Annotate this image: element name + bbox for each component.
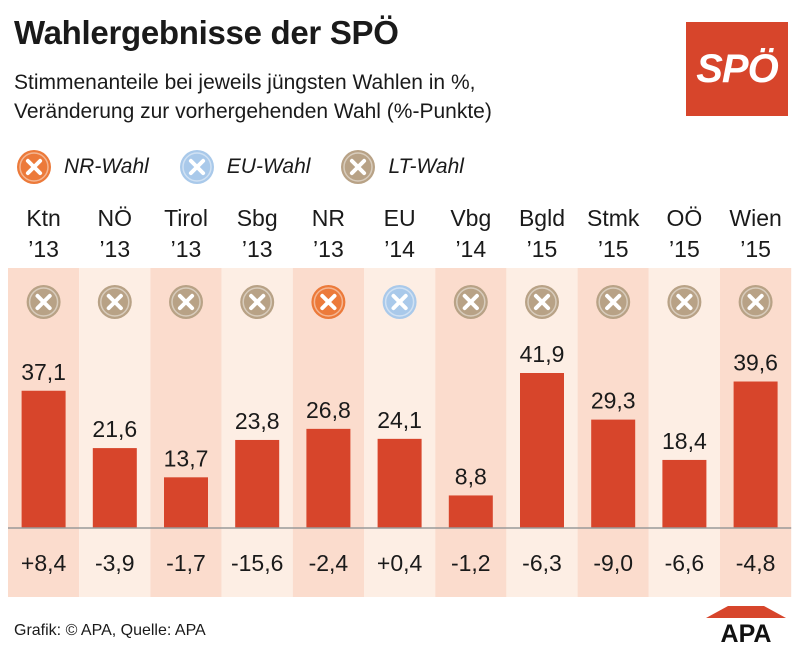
x-tick-label: Vbg	[450, 205, 491, 231]
change-label: -6,6	[665, 550, 705, 576]
bar	[21, 390, 66, 528]
legend-item-lt: LT-Wahl	[340, 149, 464, 185]
bar	[591, 419, 636, 528]
column-band	[364, 268, 436, 597]
bar-value-label: 37,1	[21, 359, 66, 385]
column-band	[435, 268, 507, 597]
x-tick-label: Bgld	[519, 205, 565, 231]
bar-value-label: 13,7	[164, 445, 209, 471]
x-tick-year: ’15	[740, 236, 771, 262]
bar-value-label: 18,4	[662, 428, 707, 454]
apa-logo-text: APA	[721, 620, 772, 644]
x-tick-label: Sbg	[237, 205, 278, 231]
change-label: -15,6	[231, 550, 283, 576]
legend-label-eu: EU-Wahl	[226, 155, 311, 178]
x-circle-blue-icon	[179, 149, 215, 185]
election-type-icon	[667, 285, 702, 319]
x-tick-year: ’15	[669, 236, 700, 262]
bar-value-label: 23,8	[235, 408, 280, 434]
legend-item-eu: EU-Wahl	[179, 149, 311, 185]
bar	[235, 439, 280, 528]
bar	[377, 438, 422, 528]
x-tick-label: EU	[384, 205, 416, 231]
bar-value-label: 39,6	[733, 350, 778, 376]
subtitle-line-2: Veränderung zur vorhergehenden Wahl (%-P…	[14, 100, 492, 123]
change-label: -2,4	[309, 550, 349, 576]
legend: NR-Wahl EU-Wahl LT-Wahl	[16, 147, 494, 187]
x-tick-label: NÖ	[98, 205, 133, 231]
x-circle-orange-icon	[16, 149, 52, 185]
bar	[662, 459, 707, 528]
legend-label-lt: LT-Wahl	[388, 155, 464, 178]
election-type-icon	[311, 285, 346, 319]
x-tick-year: ’15	[527, 236, 558, 262]
bar-value-label: 41,9	[520, 341, 565, 367]
election-type-icon	[382, 285, 417, 319]
spoe-logo-text: SPÖ	[696, 46, 778, 91]
bar-value-label: 26,8	[306, 397, 351, 423]
bar-value-label: 8,8	[455, 463, 487, 489]
x-tick-year: ’13	[313, 236, 344, 262]
x-tick-year: ’13	[99, 236, 130, 262]
subtitle-line-1: Stimmenanteile bei jeweils jüngsten Wahl…	[14, 71, 476, 94]
column-band	[150, 268, 222, 597]
election-type-icon	[738, 285, 773, 319]
column-band	[221, 268, 293, 597]
election-type-icon	[453, 285, 488, 319]
bar	[448, 495, 493, 528]
x-tick-label: Stmk	[587, 205, 640, 231]
spoe-logo: SPÖ	[686, 22, 788, 116]
election-type-icon	[97, 285, 132, 319]
x-tick-year: ’15	[598, 236, 629, 262]
x-tick-label: Ktn	[26, 205, 61, 231]
x-tick-label: OÖ	[667, 205, 703, 231]
bar-value-label: 29,3	[591, 388, 636, 414]
x-tick-year: ’13	[242, 236, 273, 262]
bar	[306, 428, 351, 528]
chart-subtitle: Stimmenanteile bei jeweils jüngsten Wahl…	[14, 68, 664, 126]
chart-title: Wahlergebnisse der SPÖ	[14, 14, 399, 51]
column-band	[79, 268, 151, 597]
change-label: +8,4	[21, 550, 67, 576]
bar	[92, 448, 137, 528]
source-footer: Grafik: © APA, Quelle: APA	[14, 622, 206, 639]
apa-logo: APA	[706, 606, 786, 644]
x-tick-year: ’14	[384, 236, 415, 262]
change-label: -1,7	[166, 550, 206, 576]
bar-value-label: 21,6	[92, 416, 137, 442]
x-tick-year: ’13	[171, 236, 202, 262]
change-label: -1,2	[451, 550, 491, 576]
election-type-icon	[596, 285, 631, 319]
x-tick-label: Wien	[729, 205, 781, 231]
bar	[733, 381, 778, 528]
x-tick-label: NR	[312, 205, 345, 231]
election-type-icon	[26, 285, 61, 319]
legend-item-nr: NR-Wahl	[16, 149, 149, 185]
apa-logo-roof	[706, 606, 786, 618]
change-label: -9,0	[593, 550, 633, 576]
bar	[164, 477, 208, 528]
change-label: -3,9	[95, 550, 135, 576]
column-band	[648, 268, 720, 597]
x-tick-year: ’13	[28, 236, 59, 262]
change-label: -4,8	[736, 550, 776, 576]
bar-value-label: 24,1	[377, 407, 422, 433]
change-label: -6,3	[522, 550, 562, 576]
election-type-icon	[525, 285, 559, 319]
change-label: +0,4	[377, 550, 423, 576]
x-circle-tan-icon	[340, 149, 376, 185]
legend-label-nr: NR-Wahl	[64, 155, 149, 178]
election-type-icon	[169, 285, 203, 319]
election-type-icon	[240, 285, 275, 319]
x-tick-year: ’14	[455, 236, 486, 262]
bar	[520, 373, 564, 528]
x-tick-label: Tirol	[164, 205, 208, 231]
